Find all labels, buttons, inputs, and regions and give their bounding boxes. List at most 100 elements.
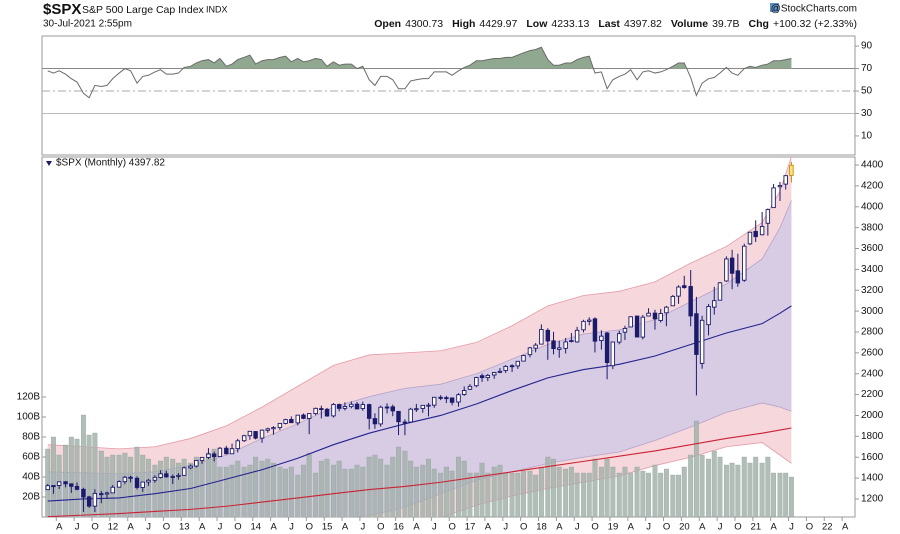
volume-bar bbox=[771, 472, 776, 517]
candle-body bbox=[789, 164, 794, 176]
candle-body bbox=[378, 406, 383, 425]
volume-bar bbox=[402, 450, 408, 517]
candle-body bbox=[670, 295, 676, 307]
candle-body bbox=[390, 406, 395, 412]
volume-bar bbox=[538, 466, 544, 517]
x-tick-label: A bbox=[413, 522, 420, 533]
volume-bar bbox=[163, 456, 169, 517]
candle-body bbox=[146, 479, 151, 483]
volume-bar bbox=[98, 450, 104, 517]
volume-bar bbox=[188, 462, 194, 517]
volume-bar bbox=[788, 476, 794, 517]
volume-bar bbox=[610, 466, 616, 517]
logo: @StockCharts.com bbox=[770, 3, 857, 15]
candle-body bbox=[599, 335, 604, 341]
quote-value: +100.32 (+2.33%) bbox=[773, 18, 857, 30]
candle-body bbox=[241, 435, 247, 442]
volume-bar bbox=[331, 464, 336, 517]
candle-body bbox=[306, 413, 312, 419]
candle-body bbox=[581, 320, 586, 331]
candle-body bbox=[99, 493, 104, 496]
candle-body bbox=[122, 476, 128, 483]
volume-bar bbox=[479, 462, 485, 517]
candle-body bbox=[158, 473, 163, 478]
candle-body bbox=[557, 347, 562, 350]
quote-line: Open 4300.73 High 4429.97 Low 4233.13 Last 4397… bbox=[374, 18, 857, 30]
candle-body bbox=[640, 316, 646, 338]
x-tick-label: O bbox=[449, 522, 456, 533]
candle-body bbox=[271, 427, 276, 430]
volume-bar bbox=[413, 466, 419, 517]
candle-body bbox=[199, 456, 205, 461]
candle-body bbox=[134, 477, 140, 488]
volume-bar bbox=[586, 472, 592, 517]
x-tick-label: J bbox=[146, 522, 151, 533]
candle-body bbox=[176, 474, 181, 477]
candle-body bbox=[45, 485, 50, 491]
candle-body bbox=[515, 360, 521, 367]
y-tick-label: 2400 bbox=[861, 368, 884, 379]
candle-body bbox=[492, 372, 497, 376]
volume-bar bbox=[265, 458, 271, 517]
volume-bar bbox=[438, 472, 444, 517]
volume-bar bbox=[747, 462, 753, 517]
candle-body bbox=[765, 209, 771, 224]
candle-body bbox=[324, 408, 330, 417]
volume-bar bbox=[80, 414, 86, 517]
credit: @StockCharts.com bbox=[771, 4, 857, 15]
quote-label: Chg bbox=[749, 18, 769, 30]
quote-value: 4397.82 bbox=[624, 18, 662, 30]
volume-bar bbox=[551, 458, 556, 517]
rsi-layer bbox=[42, 46, 855, 114]
x-tick-label: A bbox=[699, 522, 706, 533]
candle-body bbox=[539, 329, 544, 345]
volume-bar bbox=[616, 472, 622, 517]
y-tick-label: 1200 bbox=[861, 494, 884, 505]
quote-label: Last bbox=[598, 18, 620, 30]
volume-bar bbox=[485, 472, 491, 517]
volume-tick-label: 20B bbox=[22, 492, 40, 503]
candle-body bbox=[503, 365, 508, 371]
x-tick-label: 18 bbox=[536, 522, 547, 533]
candle-body bbox=[676, 286, 681, 297]
volume-bar bbox=[604, 458, 610, 517]
legend-icon bbox=[46, 161, 52, 166]
volume-bar bbox=[313, 472, 319, 517]
x-tick-label: A bbox=[771, 522, 778, 533]
x-tick-label: 16 bbox=[393, 522, 404, 533]
y-tick-label: 3000 bbox=[861, 306, 884, 317]
candle-body bbox=[712, 300, 717, 308]
volume-bar bbox=[681, 466, 687, 517]
candle-body bbox=[301, 414, 306, 419]
candle-body bbox=[366, 404, 372, 419]
candle-body bbox=[759, 226, 765, 236]
candle-body bbox=[56, 481, 62, 486]
candle-body bbox=[622, 327, 628, 333]
volume-bar bbox=[783, 472, 789, 517]
quote-value: 4233.13 bbox=[551, 18, 589, 30]
logo-icon bbox=[770, 3, 779, 12]
volume-tick-label: 120B bbox=[17, 392, 41, 403]
candle-body bbox=[277, 422, 283, 429]
candle-body bbox=[509, 365, 515, 368]
candle-body bbox=[467, 385, 473, 390]
volume-bar bbox=[741, 456, 747, 517]
candle-body bbox=[211, 453, 217, 458]
volume-bar bbox=[324, 458, 330, 517]
candle-body bbox=[431, 396, 437, 406]
x-tick-label: A bbox=[270, 522, 277, 533]
x-tick-label: A bbox=[199, 522, 206, 533]
volume-bar bbox=[640, 470, 646, 517]
volume-bar bbox=[86, 434, 92, 517]
volume-bar bbox=[229, 464, 235, 517]
x-tick-label: 17 bbox=[465, 522, 476, 533]
y-tick-label: 4200 bbox=[861, 181, 884, 192]
y-tick-label: 1600 bbox=[861, 452, 884, 463]
volume-bar bbox=[348, 468, 354, 517]
volume-bar bbox=[449, 470, 455, 517]
volume-bar bbox=[699, 454, 705, 517]
candle-body bbox=[402, 421, 408, 424]
x-tick-label: O bbox=[234, 522, 241, 533]
x-tick-label: J bbox=[646, 522, 651, 533]
candle-body bbox=[319, 408, 324, 411]
